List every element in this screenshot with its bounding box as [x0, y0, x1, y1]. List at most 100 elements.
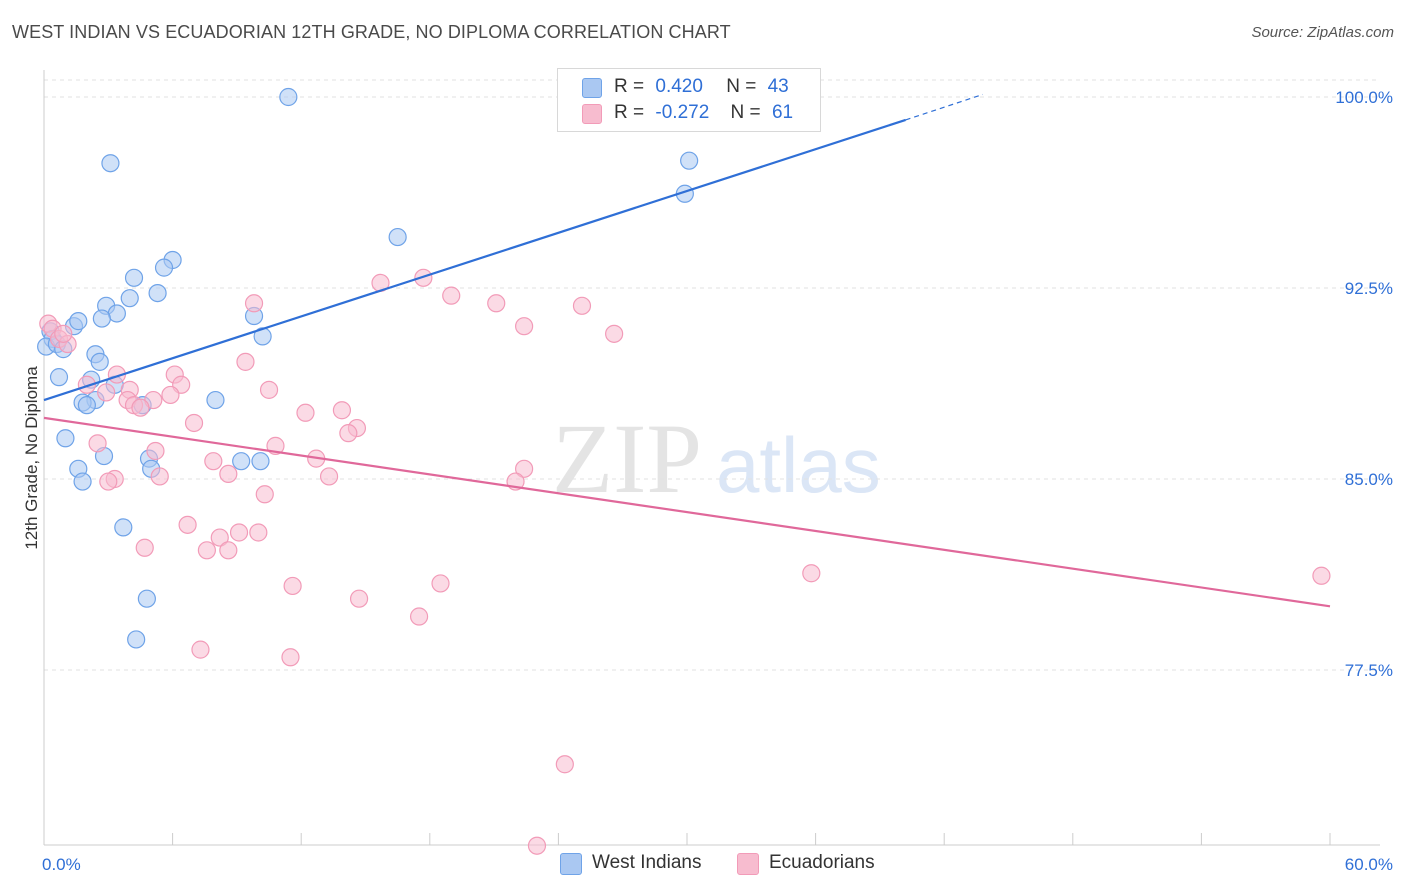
legend-label-ecuadorians: Ecuadorians — [769, 852, 875, 873]
west-indians-point[interactable] — [56, 429, 75, 448]
trend-lines — [43, 93, 1331, 608]
ecuadorians-point[interactable] — [515, 317, 534, 336]
west-indians-point[interactable] — [148, 283, 167, 303]
ecuadorians-point[interactable] — [319, 467, 339, 486]
west-indians-point[interactable] — [251, 452, 270, 471]
x-tick-label-min: 0.0% — [42, 855, 81, 874]
ecuadorians-point[interactable] — [236, 352, 255, 371]
watermark-atlas: atlas — [716, 421, 881, 509]
ecuadorians-point[interactable] — [244, 294, 264, 313]
ecuadorians-point[interactable] — [178, 515, 197, 534]
west-indians-point[interactable] — [279, 87, 298, 107]
west-indians-point[interactable] — [680, 151, 699, 170]
west-indians-point[interactable] — [101, 154, 120, 173]
ecuadorians-point[interactable] — [191, 640, 210, 659]
axes — [43, 70, 1380, 846]
ecuadorians-point[interactable] — [431, 574, 450, 593]
n-label: N = — [726, 76, 757, 97]
ecuadorians-point[interactable] — [77, 375, 96, 394]
x-tick-label-max: 60.0% — [1345, 855, 1393, 874]
west-indians-legend-swatch — [560, 853, 582, 875]
ecuadorians-point[interactable] — [605, 324, 624, 343]
legend-label-west-indians: West Indians — [592, 852, 702, 873]
n-label: N = — [730, 102, 761, 123]
n-value-west-indians: 43 — [767, 76, 789, 97]
ecuadorians-point[interactable] — [197, 541, 216, 560]
ecuadorians-point[interactable] — [135, 538, 154, 557]
ecuadorians-trend-line — [43, 416, 1331, 608]
x-tick-labels: 0.0% 60.0% — [42, 855, 1393, 874]
ecuadorians-point[interactable] — [572, 296, 592, 315]
ecuadorians-point[interactable] — [1312, 566, 1331, 585]
west-indians-point[interactable] — [114, 518, 133, 537]
ecuadorians-point[interactable] — [281, 648, 300, 667]
ecuadorians-point[interactable] — [146, 441, 165, 461]
y-tick-label: 100.0% — [1335, 88, 1393, 107]
west-indians-point[interactable] — [137, 589, 156, 608]
ecuadorians-point[interactable] — [442, 286, 461, 305]
west-indians-point[interactable] — [77, 396, 96, 415]
y-tick-label: 77.5% — [1345, 661, 1393, 680]
r-value-ecuadorians: -0.272 — [655, 102, 710, 123]
watermark: ZIP atlas — [552, 403, 881, 514]
r-label: R = — [614, 76, 645, 97]
ecuadorians-point[interactable] — [409, 607, 429, 626]
ecuadorians-point[interactable] — [184, 413, 204, 433]
west-indians-point[interactable] — [120, 289, 139, 308]
n-value-ecuadorians: 61 — [771, 102, 794, 123]
y-tick-label: 92.5% — [1345, 279, 1393, 298]
ecuadorians-point[interactable] — [161, 385, 180, 405]
ecuadorians-swatch — [582, 104, 602, 124]
ecuadorians-point[interactable] — [296, 403, 315, 422]
ecuadorians-point[interactable] — [210, 528, 229, 547]
ecuadorians-point[interactable] — [259, 380, 279, 399]
west-indians-point[interactable] — [92, 309, 111, 328]
ecuadorians-point[interactable] — [555, 755, 574, 774]
ecuadorians-point[interactable] — [150, 467, 169, 486]
chart-title: WEST INDIAN VS ECUADORIAN 12TH GRADE, NO… — [12, 22, 731, 42]
r-value-west-indians: 0.420 — [655, 76, 703, 97]
west-indians-point[interactable] — [127, 630, 146, 649]
ecuadorians-point[interactable] — [97, 383, 116, 402]
ecuadorians-point[interactable] — [54, 324, 73, 343]
series-legend: West Indians Ecuadorians — [0, 852, 1406, 878]
ecuadorians-point[interactable] — [88, 434, 107, 453]
ecuadorians-point[interactable] — [249, 523, 268, 542]
ecuadorians-point[interactable] — [219, 541, 238, 560]
west-indians-trend-line — [43, 118, 906, 402]
west-indians-point[interactable] — [154, 258, 174, 277]
west-indians-point[interactable] — [124, 268, 144, 287]
west-indians-point[interactable] — [90, 352, 109, 371]
west-indians-point[interactable] — [73, 472, 92, 491]
ecuadorians-point[interactable] — [332, 401, 352, 420]
ecuadorians-point[interactable] — [283, 576, 302, 596]
ecuadorians-legend-swatch — [737, 853, 759, 875]
watermark-zip: ZIP — [552, 403, 702, 514]
y-tick-labels: 77.5% 85.0% 92.5% 100.0% — [1335, 88, 1393, 680]
west-indians-point[interactable] — [49, 368, 69, 387]
ecuadorians-point[interactable] — [515, 459, 534, 478]
stats-legend: R = 0.420 N = 43 R = -0.272 N = 61 — [557, 68, 821, 132]
series-west-indians — [37, 87, 699, 649]
ecuadorians-point[interactable] — [802, 564, 821, 583]
r-label: R = — [614, 102, 645, 123]
y-tick-label: 85.0% — [1345, 470, 1393, 489]
ecuadorians-point[interactable] — [229, 523, 249, 542]
source-label: Source: ZipAtlas.com — [1251, 24, 1394, 41]
ecuadorians-point[interactable] — [339, 424, 358, 443]
ecuadorians-point[interactable] — [255, 485, 274, 504]
ecuadorians-point[interactable] — [527, 836, 547, 855]
ecuadorians-point[interactable] — [487, 294, 506, 313]
west-indians-swatch — [582, 78, 602, 98]
ecuadorians-point[interactable] — [204, 452, 223, 471]
west-indians-point[interactable] — [232, 452, 251, 471]
west-indians-point[interactable] — [69, 312, 88, 331]
grid-lines — [44, 79, 1380, 671]
west-indians-point[interactable] — [206, 390, 225, 410]
ecuadorians-point[interactable] — [219, 464, 238, 484]
ecuadorians-point[interactable] — [349, 589, 369, 608]
ecuadorians-point[interactable] — [99, 472, 118, 491]
west-indians-point[interactable] — [388, 227, 407, 247]
ecuadorians-point[interactable] — [131, 398, 150, 417]
